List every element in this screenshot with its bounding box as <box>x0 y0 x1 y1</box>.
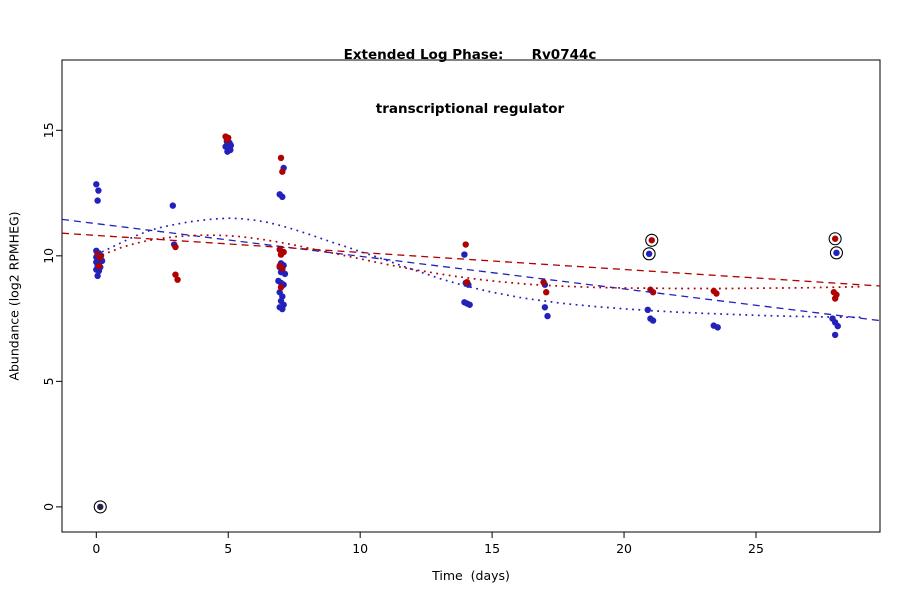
red-dashed-trend <box>61 232 881 287</box>
blue-point <box>94 272 101 280</box>
circled-point-ring <box>829 246 844 260</box>
blue-point <box>279 193 286 201</box>
y-tick-label: 10 <box>41 248 56 264</box>
y-tick-label: 15 <box>41 122 56 138</box>
blue-point <box>466 301 473 308</box>
red-point <box>279 168 286 175</box>
red-point <box>172 243 179 251</box>
x-tick-label: 10 <box>352 541 368 556</box>
y-tick-label: 5 <box>41 377 56 385</box>
chart-title: Extended Log Phase: Rv0744c transcriptio… <box>0 10 900 154</box>
x-tick-label: 20 <box>616 541 632 556</box>
circled-point-ring <box>93 500 107 514</box>
x-tick-label: 15 <box>484 541 500 556</box>
chart-title-line1: Extended Log Phase: Rv0744c <box>343 47 597 63</box>
chart-title-line2: transcriptional regulator <box>375 101 565 117</box>
blue-point <box>644 306 651 314</box>
blue-point <box>831 331 839 339</box>
red-point <box>174 276 181 283</box>
blue-point <box>93 181 100 188</box>
plot-box <box>61 59 881 533</box>
blue-point <box>541 304 549 311</box>
circled-point-dot <box>833 249 840 257</box>
x-tick-label: 25 <box>748 541 764 556</box>
blue-point <box>95 267 103 275</box>
red-point <box>831 295 839 302</box>
red-point <box>279 265 286 272</box>
circled-point-ring <box>642 247 656 261</box>
blue-point <box>834 322 841 330</box>
blue-point <box>649 317 657 324</box>
blue-point <box>281 270 289 278</box>
blue-point <box>94 197 101 204</box>
x-axis-label: Time (days) <box>432 568 510 583</box>
blue-point <box>169 202 177 209</box>
red-point <box>543 289 550 296</box>
circled-point-dot <box>831 235 839 242</box>
blue-point <box>714 324 721 331</box>
y-tick-label: 0 <box>41 503 56 511</box>
red-point <box>540 278 547 286</box>
red-point <box>462 241 469 248</box>
red-point <box>223 136 231 144</box>
circled-point-ring <box>828 232 842 246</box>
x-tick-label: 0 <box>92 541 100 556</box>
red-point <box>95 262 103 270</box>
blue-point <box>461 251 468 258</box>
x-tick-label: 5 <box>224 541 232 556</box>
blue-point <box>95 187 102 194</box>
blue-point <box>224 148 231 155</box>
blue-point <box>544 312 551 320</box>
red-point <box>463 278 471 286</box>
circled-point-dot <box>645 250 653 258</box>
red-point <box>172 271 179 278</box>
red-point <box>277 284 285 291</box>
red-point <box>277 154 285 162</box>
red-point <box>277 251 285 258</box>
y-axis-label: Abundance (log2 RPMHEG) <box>6 211 22 381</box>
blue-point <box>279 305 286 313</box>
blue-dashed-trend <box>61 218 881 322</box>
circled-point-dot <box>97 503 104 511</box>
red-point <box>713 290 720 297</box>
circled-point-ring <box>645 233 659 247</box>
red-point <box>649 289 657 296</box>
circled-point-dot <box>648 237 655 244</box>
red-point <box>97 253 104 261</box>
blue-dotted-loess <box>95 217 862 319</box>
